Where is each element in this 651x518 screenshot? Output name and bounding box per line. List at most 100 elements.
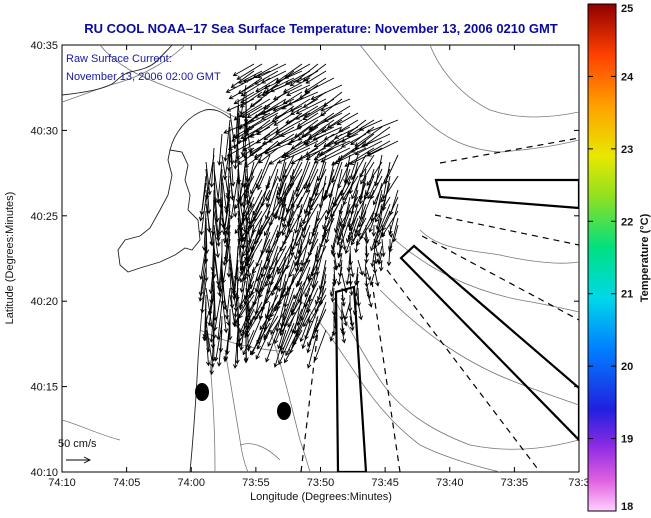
current-vector [280,322,295,355]
current-vector [198,266,207,302]
current-vector [277,252,287,293]
current-vector [370,252,375,268]
colorbar-tick-label: 23 [621,144,633,156]
current-vector [229,175,238,218]
current-vector [290,147,319,165]
current-vector [373,266,380,287]
current-vector [270,308,287,335]
current-vector [213,210,221,247]
current-vector [365,287,373,308]
x-tick-label: 73:55 [242,477,270,489]
current-vector [351,161,367,200]
current-vector [258,147,279,164]
current-vector [275,119,303,135]
current-vector [301,322,311,350]
current-vector [388,224,394,239]
current-vector [364,245,369,264]
current-vector [235,322,240,365]
x-tick-label: 73:3 [568,477,589,489]
colorbar-tick-label: 20 [621,361,633,373]
colorbar-ticks: 18 19 20 21 22 23 24 25 [588,3,634,513]
current-vector [221,294,229,334]
current-vector [247,315,263,350]
current-vector [354,238,359,254]
current-vector [222,224,231,267]
annotation-line-2: November 13, 2006 02:00 GMT [66,71,221,83]
current-vector [205,329,211,367]
current-vector [259,301,279,331]
current-vector [342,175,359,201]
current-vector [371,224,377,237]
current-vector [336,266,343,286]
current-vector [362,259,368,278]
current-vector [223,119,231,162]
current-vector [326,112,351,129]
y-tick-label: 40:25 [30,211,58,223]
current-vector [354,126,383,147]
current-vector [272,98,303,112]
current-vector [229,266,239,312]
current-vector [286,84,311,97]
x-tick-label: 74:05 [113,477,141,489]
current-vector [332,266,338,284]
current-vector [228,84,255,100]
current-vector [273,112,295,126]
current-vector [249,140,271,154]
current-vector [340,133,367,148]
current-vector [223,329,231,363]
current-vector [295,161,311,198]
current-vector [289,63,319,87]
current-vector [266,175,279,202]
current-vector [199,196,207,236]
current-vector [295,252,311,288]
shipping-lanes [300,137,579,472]
current-vector [372,168,391,206]
current-vector [264,210,279,237]
current-vector [267,322,279,347]
current-vector [392,224,399,243]
current-vector [202,308,207,342]
current-vector [245,266,252,299]
current-vector [337,245,343,259]
current-vector [299,315,311,343]
current-vector [313,133,335,148]
current-vector [292,308,311,347]
colorbar-tick-label: 19 [621,434,633,446]
current-vector [330,287,336,303]
current-vector [349,315,355,332]
x-tick-label: 74:10 [48,477,76,489]
current-vector [349,224,356,243]
current-vector [349,308,355,327]
x-axis: 74:10 74:05 74:00 73:55 73:50 73:45 73:40 73:35… [48,45,590,489]
current-vector [305,70,327,84]
current-vector [300,231,311,267]
current-vector [366,140,399,157]
current-vector [331,245,336,258]
colorbar-tick-label: 21 [621,289,633,301]
current-vector [320,98,351,112]
y-axis-label: Latitude (Degrees:Minutes) [4,192,16,325]
current-vector [240,217,255,241]
current-vector [277,322,287,350]
current-vector [273,329,287,368]
current-vector [198,252,207,297]
current-vector [360,161,375,185]
current-vector [242,133,271,152]
current-vector [310,84,343,100]
current-vector [306,161,319,189]
current-vector [347,154,359,186]
current-vector [229,140,236,187]
current-vector [281,210,295,236]
current-vector [376,231,383,246]
current-vector [336,224,343,240]
current-vector [290,98,319,115]
current-vector [284,329,303,364]
current-vector [357,301,363,321]
current-vector [265,329,279,363]
current-vector [367,168,383,200]
current-vector [297,112,319,127]
y-tick-label: 40:15 [30,382,58,394]
current-vector [229,175,239,220]
current-vector [353,224,359,239]
colorbar [587,3,617,512]
